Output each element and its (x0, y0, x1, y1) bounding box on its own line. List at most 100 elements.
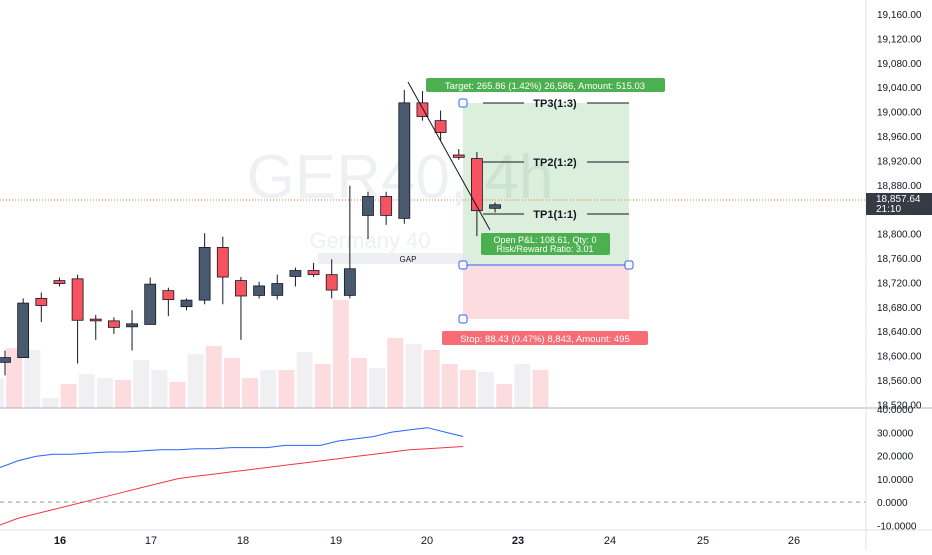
price-tick-label: 19,040.00 (877, 83, 922, 94)
candle-body (53, 280, 66, 284)
candle-body (216, 247, 229, 278)
candle-body (0, 357, 11, 363)
candle-body (253, 285, 266, 296)
time-tick-label: 16 (54, 535, 66, 547)
volume-bar (296, 352, 313, 408)
volume-bar (0, 378, 4, 408)
price-tick-label: 18,680.00 (877, 303, 922, 314)
volume-bar (133, 360, 150, 408)
volume-bar (314, 364, 331, 408)
time-tick-label: 19 (330, 535, 342, 547)
volume-bar (242, 378, 259, 408)
stop-zone[interactable] (463, 265, 629, 319)
volume-bar (441, 364, 458, 408)
time-tick-label: 25 (697, 535, 709, 547)
price-tick-label: 18,800.00 (877, 230, 922, 241)
candle-body (398, 102, 411, 219)
price-tick-label: 19,000.00 (877, 108, 922, 119)
time-axis[interactable]: 16 17 18 19 20 23 24 25 26 (54, 535, 800, 547)
volume-bar (387, 338, 404, 408)
price-tick-label: 19,080.00 (877, 59, 922, 70)
time-tick-label: 23 (512, 535, 524, 547)
candle-body (307, 270, 320, 276)
indicator-tick-label: 30.0000 (877, 428, 914, 439)
price-tick-label: 19,120.00 (877, 34, 922, 45)
candle-body (434, 120, 447, 133)
volume-bar (187, 354, 204, 408)
trend-line[interactable] (407, 81, 491, 231)
time-tick-label: 26 (788, 535, 800, 547)
tp2-label: TP2(1:2) (533, 157, 577, 169)
candle-body (198, 247, 211, 301)
volume-bar (532, 370, 549, 408)
indicator-tick-label: 40.0000 (877, 405, 914, 416)
volume-bar (278, 370, 295, 408)
pnl-label: Open P&L: 108.61, Qty: 0 (493, 235, 596, 245)
volume-bar (6, 348, 23, 408)
volume-bar (423, 350, 440, 408)
volume-bar (115, 380, 132, 408)
candle-body (416, 102, 429, 117)
target-label: Target: 265.86 (1.42%) 26,586, Amount: 5… (445, 81, 645, 92)
volume-bar (405, 344, 422, 408)
pnl-label-bg (481, 233, 610, 255)
candle-body (362, 196, 374, 216)
candle-body (325, 274, 338, 291)
stop-handle[interactable] (458, 314, 468, 324)
candle-body (162, 290, 175, 300)
price-tick-label: 18,640.00 (877, 327, 922, 338)
price-tick-label: 18,560.00 (877, 376, 922, 387)
candle-body (271, 283, 284, 296)
countdown-value: 21:10 (876, 204, 901, 215)
volume-bar (478, 372, 495, 408)
candle-body (489, 204, 501, 209)
price-tick-label: 18,600.00 (877, 352, 922, 363)
volume-bar (205, 346, 222, 408)
volume-bar (351, 358, 367, 408)
entry-handle-right[interactable] (624, 260, 634, 270)
target-handle[interactable] (458, 98, 468, 108)
price-tick-label: 18,960.00 (877, 132, 922, 143)
candle-body (380, 196, 393, 216)
candle-body (71, 278, 84, 321)
volume-bar (78, 374, 95, 408)
volume-bar (60, 384, 77, 408)
candle-body (343, 268, 356, 296)
target-label-bg (426, 78, 665, 92)
candle-body (235, 280, 247, 297)
indicator-red-line (0, 446, 464, 526)
time-tick-label: 24 (604, 535, 616, 547)
current-price-value: 18,857.64 (876, 194, 921, 205)
indicator-tick-label: -10.0000 (877, 522, 917, 533)
candle-body (180, 299, 193, 308)
price-tick-label: 18,880.00 (877, 181, 922, 192)
volume-bar (169, 382, 186, 408)
volume-bar (459, 370, 476, 408)
indicator-axis[interactable]: 40.0000 30.0000 20.0000 10.0000 0.0000 -10.00… (877, 405, 917, 533)
volume-bar (514, 364, 531, 408)
volume-bar (42, 398, 59, 408)
volume-bar (332, 300, 349, 408)
candle-body (108, 320, 120, 328)
candle-body (144, 283, 157, 325)
candle-body (452, 154, 465, 158)
entry-handle-left[interactable] (458, 260, 468, 270)
volume-bar (151, 370, 168, 408)
current-price-badge (866, 193, 932, 215)
volume-bar (96, 378, 113, 408)
candle-body (35, 297, 48, 306)
volume-bar (369, 368, 386, 408)
price-tick-label: 19,160.00 (877, 10, 922, 21)
price-tick-label: 18,520.00 (877, 400, 922, 411)
volume-bar (24, 350, 41, 408)
indicator-tick-label: 10.0000 (877, 475, 914, 486)
candle-body (126, 323, 138, 328)
volume-bar (260, 370, 277, 408)
price-tick-label: 18,920.00 (877, 156, 922, 167)
gap-box[interactable] (318, 253, 472, 264)
price-axis[interactable]: 19,160.00 19,120.00 19,080.00 19,040.00 19,0… (877, 10, 922, 411)
tp1-label: TP1(1:1) (533, 209, 577, 221)
candles (0, 89, 501, 376)
